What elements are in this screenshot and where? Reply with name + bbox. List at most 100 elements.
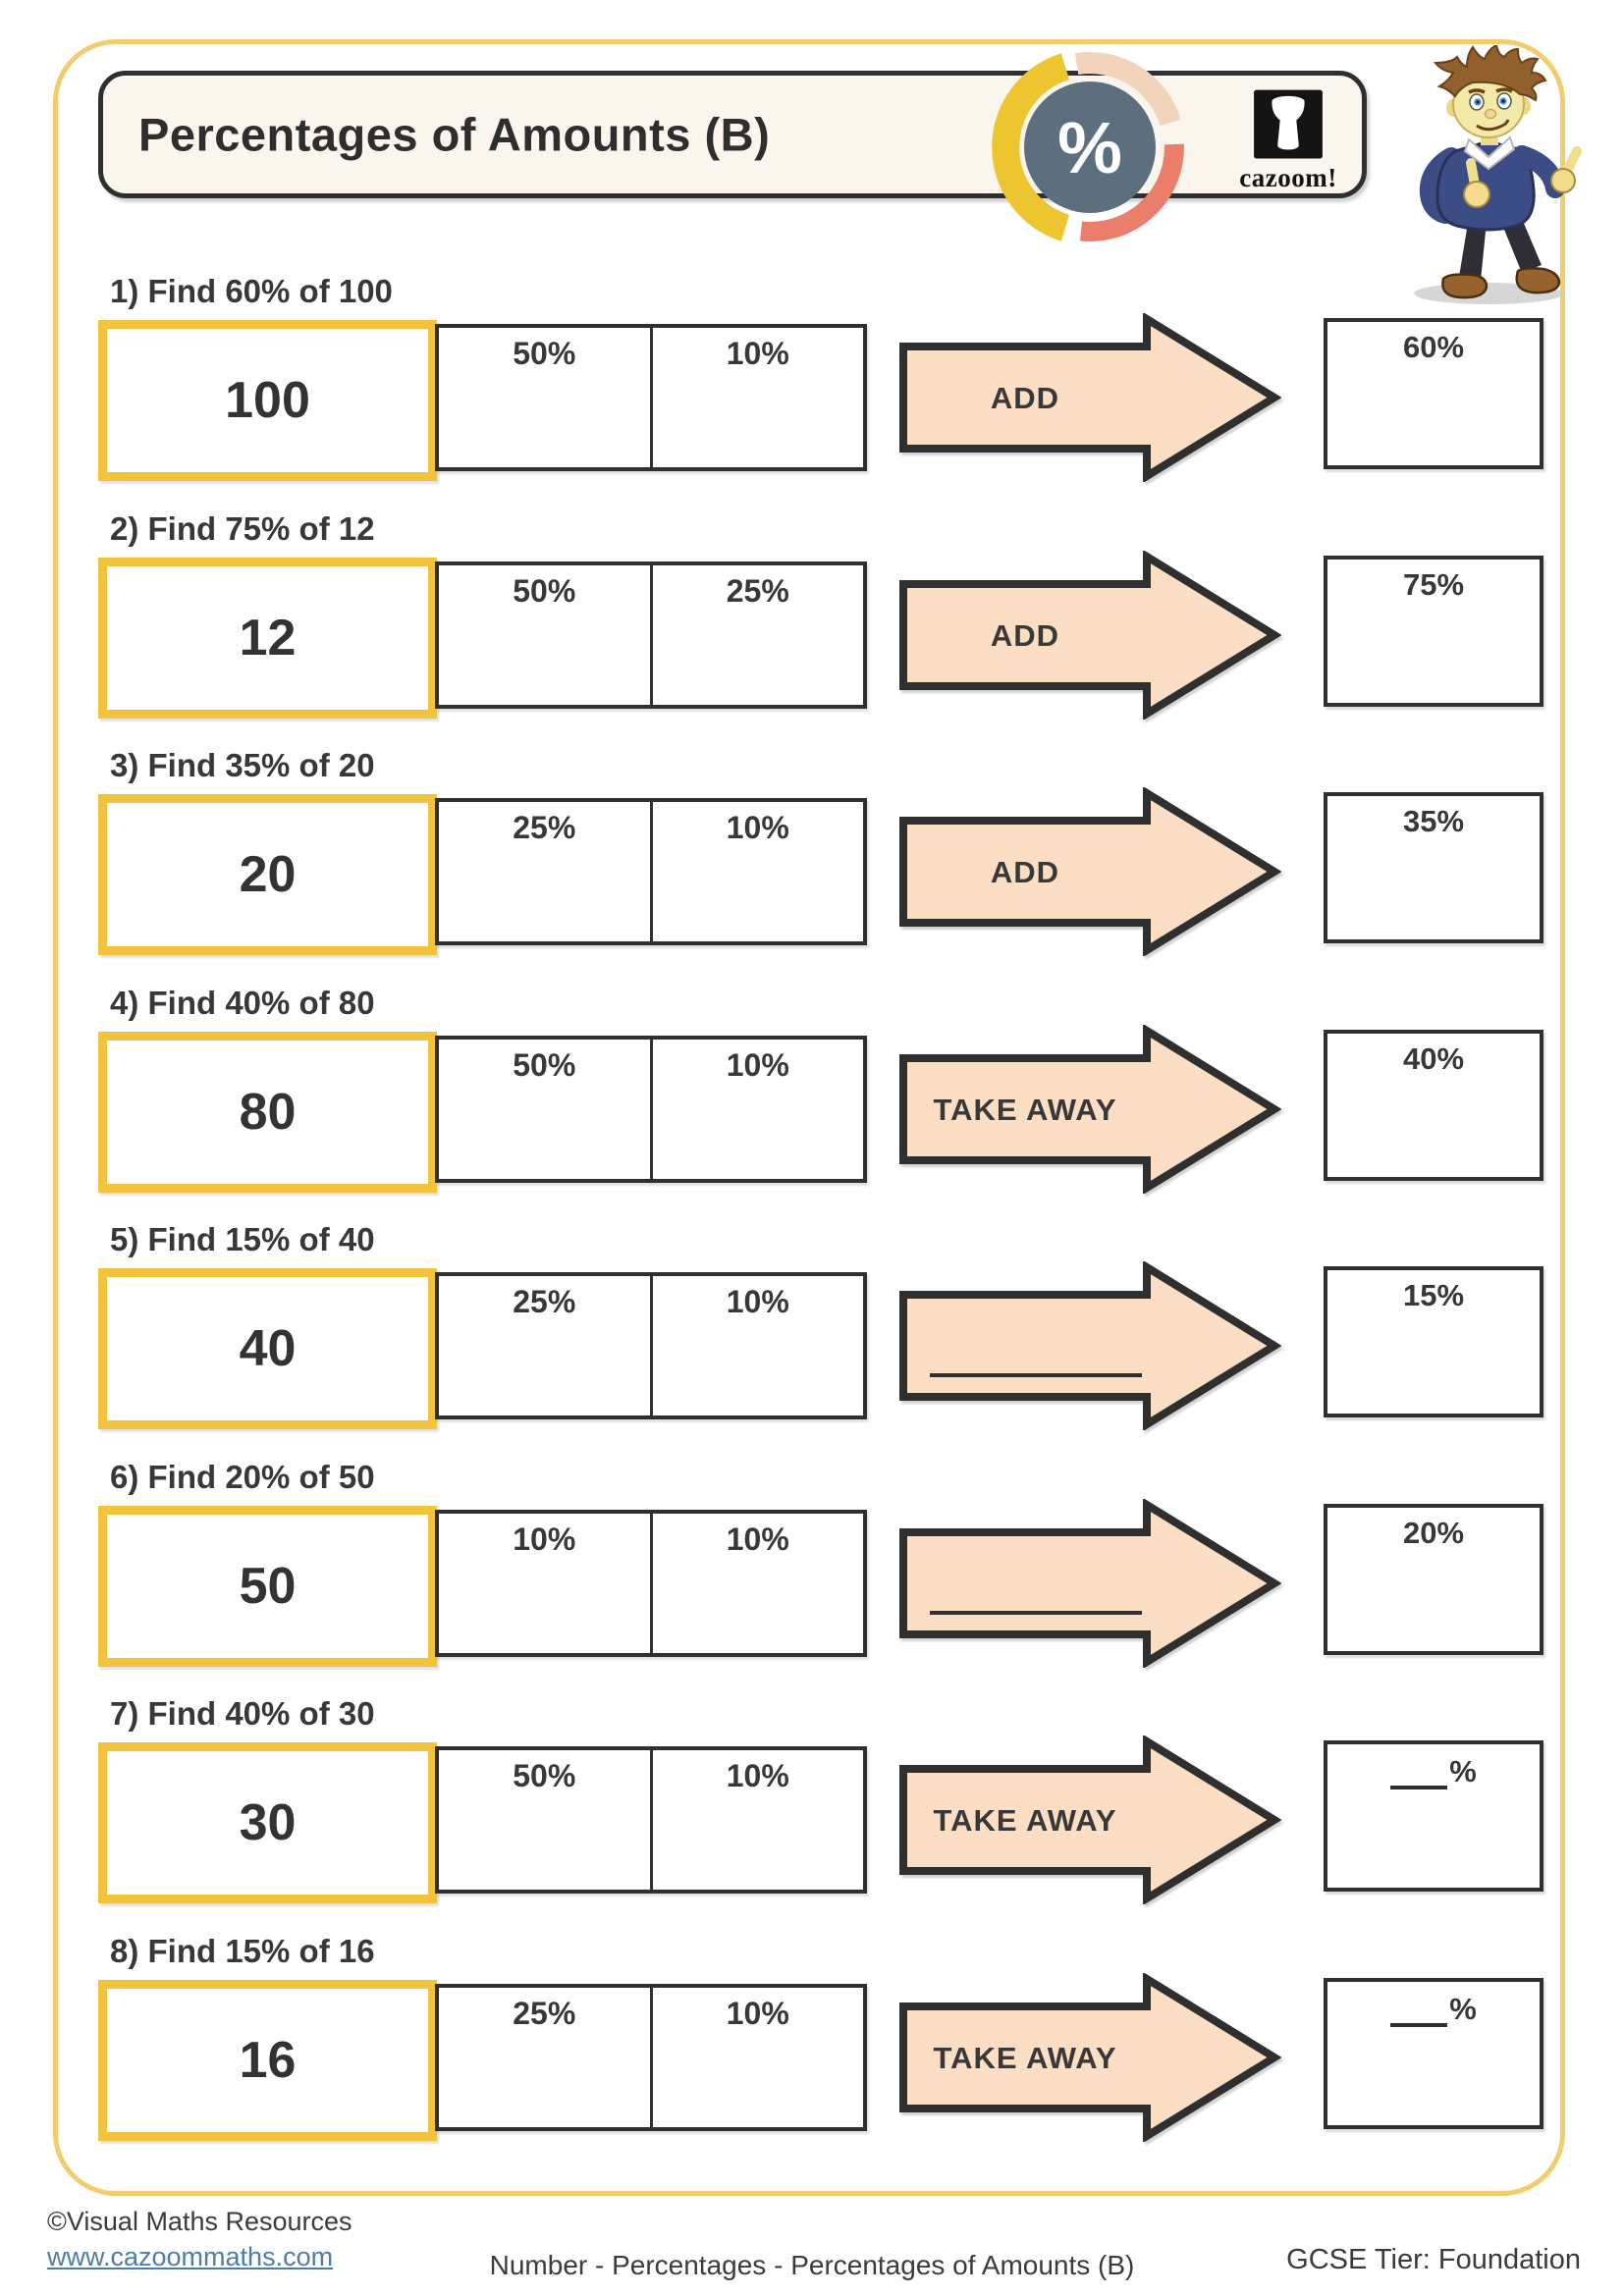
percent-cell-1[interactable]: 10% (439, 1514, 650, 1653)
footer-website-link[interactable]: www.cazoommaths.com (47, 2242, 334, 2271)
amount-box: 50 (98, 1505, 437, 1667)
operation-arrow: ADD (898, 311, 1282, 484)
arrow-label: TAKE AWAY (934, 1803, 1117, 1838)
operation-arrow (898, 1259, 1282, 1432)
percent-cell-1-label: 10% (513, 1521, 576, 1557)
percent-cell-2[interactable]: 10% (649, 328, 864, 467)
operation-arrow (898, 1497, 1282, 1669)
question-row: 3) Find 35% of 20 20 25% 10% ADD 35% % (98, 747, 1551, 965)
percent-cell-2[interactable]: 10% (649, 1750, 864, 1890)
question-label: 4) Find 40% of 80 (110, 984, 375, 1021)
amount-box: 40 (98, 1268, 437, 1429)
answer-label: 20% (1402, 1515, 1465, 1550)
amount-value: 30 (239, 1794, 297, 1851)
answer-blank-line (1390, 1990, 1448, 2027)
question-label: 3) Find 35% of 20 (110, 747, 375, 783)
percent-cell-2-label: 10% (726, 1046, 789, 1083)
question-label: 8) Find 15% of 16 (110, 1932, 375, 1969)
percent-cell-2-label: 10% (726, 1284, 789, 1319)
answer-box[interactable]: 60% % (1324, 318, 1543, 469)
percent-cell-1[interactable]: 50% (439, 1040, 650, 1179)
percent-cell-2[interactable]: 10% (649, 802, 864, 941)
answer-blank: % (1327, 1990, 1540, 2027)
percent-cells: 25% 10% (435, 1272, 867, 1419)
answer-box[interactable]: % (1324, 1740, 1543, 1892)
answer-blank-suffix: % (1449, 1991, 1477, 2026)
arrow-shape (899, 549, 1282, 721)
percent-cell-2-label: 25% (726, 572, 789, 609)
percent-cell-1-label: 50% (513, 1046, 576, 1083)
percent-cell-2-label: 10% (726, 336, 789, 371)
percent-cells: 50% 10% (435, 1035, 867, 1183)
page-border-frame (53, 39, 1565, 2196)
answer-box[interactable]: 40% % (1324, 1029, 1543, 1181)
answer-label: 75% (1402, 566, 1465, 602)
percent-cell-1-label: 50% (513, 572, 576, 609)
percent-cell-2-label: 10% (726, 1758, 789, 1793)
arrow-label: ADD (991, 855, 1059, 889)
amount-value: 40 (239, 1320, 297, 1377)
arrow-shape (899, 1023, 1282, 1195)
answer-box[interactable]: 75% % (1324, 555, 1543, 707)
answer-box[interactable]: % (1324, 1977, 1543, 2129)
percent-cell-1[interactable]: 25% (439, 1276, 650, 1415)
question-row: 7) Find 40% of 30 30 50% 10% TAKE AWAY % (98, 1695, 1551, 1913)
percent-cell-1[interactable]: 25% (439, 802, 650, 941)
percent-cells: 50% 10% (435, 324, 867, 471)
answer-box[interactable]: 35% % (1324, 792, 1543, 943)
amount-value: 50 (239, 1557, 297, 1615)
arrow-label: ADD (991, 618, 1059, 653)
arrow-shape (899, 1971, 1282, 2143)
percent-cell-1-label: 50% (513, 336, 576, 371)
operation-arrow: TAKE AWAY (898, 1971, 1282, 2143)
amount-box: 30 (98, 1742, 437, 1903)
answer-blank-suffix: % (1449, 1754, 1477, 1789)
percent-cell-2[interactable]: 10% (649, 1987, 864, 2127)
answer-box[interactable]: 20% % (1324, 1503, 1543, 1655)
answer-blank: % (1327, 1752, 1540, 1789)
answer-label: 60% (1402, 330, 1465, 364)
amount-box: 20 (98, 794, 437, 955)
amount-box: 12 (98, 557, 437, 719)
percent-cells: 25% 10% (435, 798, 867, 945)
operation-arrow: TAKE AWAY (898, 1734, 1282, 1906)
footer-tier-label: GCSE Tier: Foundation (1286, 2244, 1581, 2275)
question-label: 6) Find 20% of 50 (110, 1458, 375, 1495)
percent-cell-1[interactable]: 25% (439, 1988, 650, 2127)
footer-copyright: ©Visual Maths Resources (47, 2207, 352, 2236)
percent-cells: 50% 10% (435, 1746, 867, 1894)
mascot-boy-thumbs-up (1414, 45, 1582, 304)
arrow-shape (899, 1734, 1282, 1906)
percent-cell-2[interactable]: 10% (649, 1039, 864, 1179)
answer-box[interactable]: 15% % (1324, 1266, 1543, 1417)
answer-label: 40% (1402, 1041, 1465, 1076)
amount-box: 100 (98, 320, 437, 481)
question-label: 7) Find 40% of 30 (110, 1695, 375, 1732)
percent-cell-2-label: 10% (726, 1995, 789, 2031)
percent-cell-1[interactable]: 50% (439, 565, 650, 705)
amount-value: 16 (239, 2031, 297, 2089)
percent-ring-icon: % (992, 52, 1184, 241)
question-label: 1) Find 60% of 100 (110, 273, 393, 309)
amount-value: 100 (225, 372, 310, 429)
percent-cell-2[interactable]: 10% (649, 1276, 864, 1415)
amount-value: 80 (239, 1083, 297, 1141)
percent-cell-1[interactable]: 50% (439, 328, 650, 467)
percent-cell-2[interactable]: 25% (649, 564, 864, 705)
amount-box: 16 (98, 1979, 437, 2141)
arrow-label: ADD (991, 381, 1059, 415)
percent-cells: 25% 10% (435, 1983, 867, 2131)
percent-cell-1-label: 50% (513, 1758, 576, 1793)
question-label: 2) Find 75% of 12 (110, 509, 375, 547)
amount-box: 80 (98, 1031, 437, 1193)
percent-cell-1[interactable]: 50% (439, 1750, 650, 1890)
question-row: 6) Find 20% of 50 50 10% 10% 20% % (98, 1459, 1551, 1677)
arrow-shape (899, 1497, 1282, 1669)
question-label: 5) Find 15% of 40 (110, 1221, 375, 1257)
worksheet-title: Percentages of Amounts (B) (138, 108, 771, 161)
arrow-label: TAKE AWAY (934, 1093, 1117, 1127)
percent-cell-2[interactable]: 10% (649, 1513, 864, 1653)
percent-cell-2-label: 10% (726, 1521, 789, 1557)
operation-arrow: ADD (898, 785, 1282, 958)
